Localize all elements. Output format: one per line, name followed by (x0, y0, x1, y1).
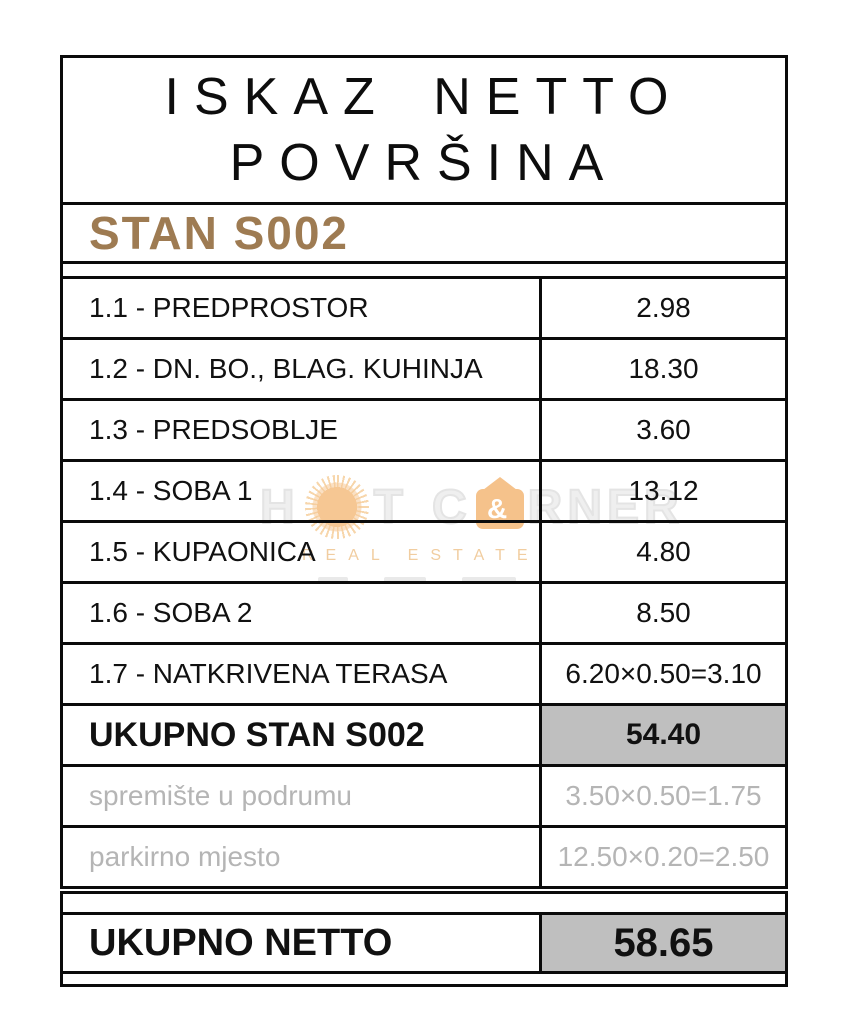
table-row: 1.6 - SOBA 2 8.50 (63, 584, 785, 645)
grand-total-value: 58.65 (542, 915, 785, 971)
room-area-value: 2.98 (636, 292, 691, 323)
room-area-value: 8.50 (636, 597, 691, 628)
room-area-value: 6.20×0.50=3.10 (565, 658, 762, 689)
annex-row: parkirno mjesto 12.50×0.20=2.50 (63, 828, 785, 886)
grand-total-row: UKUPNO NETTO 58.65 (60, 912, 788, 974)
room-label: 1.6 - SOBA 2 (63, 584, 542, 642)
annex-label: parkirno mjesto (63, 828, 542, 886)
table-row: 1.4 - SOBA 1 13.12 (63, 462, 785, 523)
title-box: ISKAZ NETTO POVRŠINA (60, 55, 788, 205)
table-row: 1.1 - PREDPROSTOR 2.98 (63, 279, 785, 340)
annex-label: spremište u podrumu (63, 767, 542, 825)
table-row: 1.5 - KUPAONICA 4.80 (63, 523, 785, 584)
room-label: 1.7 - NATKRIVENA TERASA (63, 645, 542, 703)
annex-value: 3.50×0.50=1.75 (565, 780, 762, 811)
grand-total-label: UKUPNO NETTO (63, 915, 542, 971)
table-row: 1.2 - DN. BO., BLAG. KUHINJA 18.30 (63, 340, 785, 401)
table-row: 1.7 - NATKRIVENA TERASA 6.20×0.50=3.10 (63, 645, 785, 706)
room-label: 1.1 - PREDPROSTOR (63, 279, 542, 337)
subtotal-label: UKUPNO STAN S002 (63, 706, 542, 764)
unit-heading: STAN S002 (89, 207, 350, 259)
unit-heading-row: STAN S002 (60, 202, 788, 264)
room-area-value: 13.12 (628, 475, 699, 506)
room-area-value: 3.60 (636, 414, 691, 445)
room-area-value: 4.80 (636, 536, 691, 567)
net-area-statement: H T C & RNER REAL ESTATE ISKAZ NETTO POV… (60, 55, 788, 987)
spacer-row (60, 971, 788, 987)
subtotal-value: 54.40 (542, 706, 785, 764)
annex-row: spremište u podrumu 3.50×0.50=1.75 (63, 767, 785, 828)
room-label: 1.2 - DN. BO., BLAG. KUHINJA (63, 340, 542, 398)
area-table: 1.1 - PREDPROSTOR 2.98 1.2 - DN. BO., BL… (60, 276, 788, 889)
subtotal-row: UKUPNO STAN S002 54.40 (63, 706, 785, 767)
annex-value: 12.50×0.20=2.50 (557, 841, 770, 872)
room-label: 1.5 - KUPAONICA (63, 523, 542, 581)
page-title-line1: ISKAZ NETTO (164, 68, 684, 126)
room-label: 1.3 - PREDSOBLJE (63, 401, 542, 459)
room-label: 1.4 - SOBA 1 (63, 462, 542, 520)
table-row: 1.3 - PREDSOBLJE 3.60 (63, 401, 785, 462)
page-title-line2: POVRŠINA (229, 134, 619, 192)
room-area-value: 18.30 (628, 353, 699, 384)
